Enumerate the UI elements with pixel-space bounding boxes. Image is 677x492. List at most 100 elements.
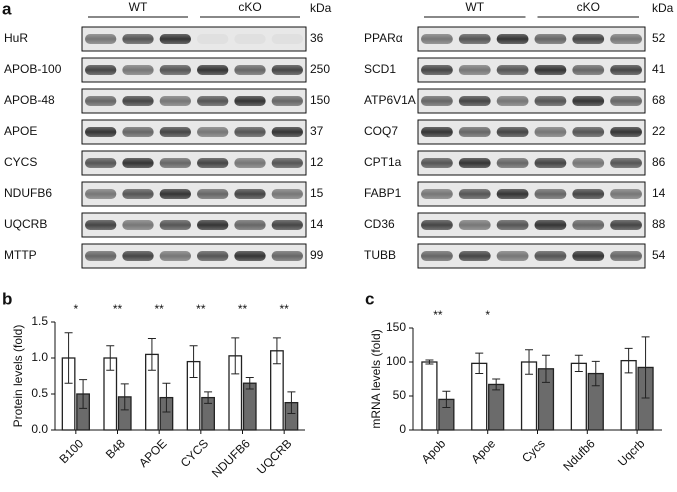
band	[458, 251, 491, 261]
band	[234, 65, 266, 75]
blot-frame	[81, 88, 307, 114]
band	[85, 189, 117, 199]
band	[572, 96, 605, 106]
row-label: CPT1a	[364, 155, 402, 169]
error-bar	[541, 354, 550, 383]
band	[421, 158, 453, 168]
band	[572, 65, 605, 75]
x-tick-label: Cycs	[519, 436, 548, 465]
band	[421, 65, 453, 75]
blot-frame	[417, 212, 646, 238]
row-label: APOB-48	[4, 93, 55, 107]
band	[159, 189, 191, 199]
band	[572, 220, 605, 230]
unit-label: kDa	[652, 1, 674, 15]
size-label: 150	[310, 93, 330, 107]
group-label: cKO	[577, 0, 600, 14]
band	[85, 65, 117, 75]
row-label: SCD1	[364, 62, 396, 76]
bar	[570, 362, 587, 431]
size-label: 54	[652, 248, 666, 262]
y-tick-label: 150	[386, 320, 406, 334]
error-bar	[106, 345, 115, 371]
size-label: 86	[652, 155, 666, 169]
error-bar	[245, 376, 254, 390]
blot-frame	[81, 243, 307, 269]
band	[234, 189, 266, 199]
band	[85, 220, 117, 230]
band	[421, 220, 453, 230]
band	[271, 220, 303, 230]
bar	[421, 361, 438, 431]
x-tick-label: UQCRB	[254, 436, 295, 477]
size-label: 88	[652, 217, 666, 231]
band	[159, 251, 191, 261]
band	[458, 189, 491, 199]
band	[159, 158, 191, 168]
group-label: cKO	[238, 0, 261, 14]
band	[572, 34, 605, 44]
band	[496, 189, 529, 199]
significance: **	[113, 302, 123, 316]
row-label: FABP1	[364, 186, 402, 200]
x-tick-label: Ndufb6	[560, 436, 597, 473]
band	[197, 127, 229, 137]
row-label: ATP6V1A	[364, 93, 416, 107]
error-bar	[591, 360, 600, 387]
band	[610, 251, 642, 261]
x-tick-label: B100	[56, 436, 86, 466]
band	[534, 220, 567, 230]
y-axis-label: mRNA levels (fold)	[369, 329, 383, 428]
unit-label: kDa	[310, 1, 332, 15]
size-label: 41	[652, 62, 666, 76]
y-tick-label: 0	[399, 422, 406, 436]
band	[122, 251, 154, 261]
band	[234, 158, 266, 168]
band	[610, 127, 642, 137]
band	[234, 96, 266, 106]
size-label: 68	[652, 93, 666, 107]
band	[421, 127, 453, 137]
error-bar	[425, 359, 434, 365]
band	[458, 220, 491, 230]
error-bar	[231, 337, 240, 375]
band	[271, 34, 303, 44]
band	[197, 220, 229, 230]
band	[496, 220, 529, 230]
band	[496, 127, 529, 137]
row-label: COQ7	[364, 124, 398, 138]
significance: *	[73, 302, 78, 316]
blot-frame	[417, 119, 646, 145]
band	[610, 34, 642, 44]
band	[421, 34, 453, 44]
row-label: HuR	[4, 31, 28, 45]
band	[159, 220, 191, 230]
band	[534, 158, 567, 168]
band	[271, 189, 303, 199]
band	[421, 189, 453, 199]
row-label: APOB-100	[4, 62, 62, 76]
band	[496, 158, 529, 168]
x-tick-label: B48	[103, 436, 128, 461]
panel-letter: b	[2, 289, 12, 308]
band	[610, 189, 642, 199]
row-label: CYCS	[4, 155, 37, 169]
y-tick-label: 0.0	[31, 422, 48, 436]
blot-frame	[417, 57, 646, 83]
blot-frame	[417, 243, 646, 269]
blot-frame	[417, 181, 646, 207]
blot-frame	[81, 26, 307, 52]
band	[496, 251, 529, 261]
band	[534, 96, 567, 106]
band	[122, 65, 154, 75]
size-label: 15	[310, 186, 324, 200]
error-bar	[79, 379, 88, 409]
row-label: PPARα	[364, 31, 403, 45]
band	[197, 158, 229, 168]
band	[85, 96, 117, 106]
band	[610, 158, 642, 168]
error-bar	[120, 383, 129, 411]
significance: **	[279, 302, 289, 316]
blot-frame	[81, 181, 307, 207]
error-bar	[442, 390, 451, 409]
